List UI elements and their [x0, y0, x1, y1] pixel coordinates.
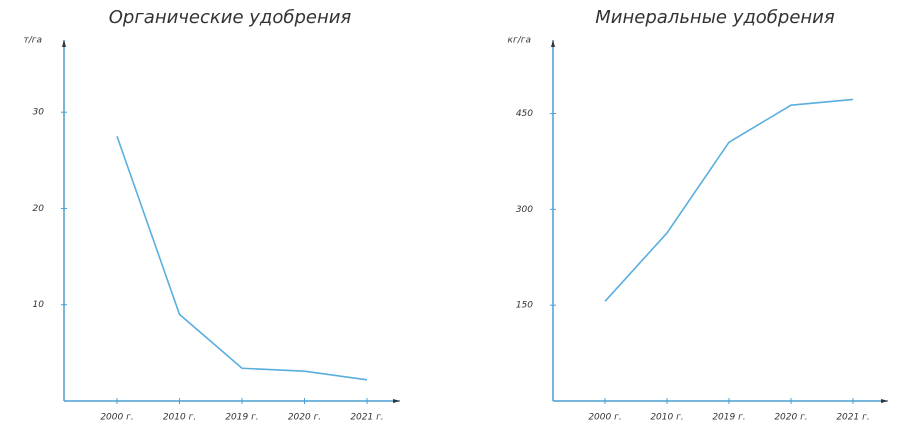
y-tick-label: 30 — [33, 108, 45, 118]
data-line — [604, 98, 854, 302]
x-tick-label: 2021 г. — [836, 413, 869, 423]
x-tick-label: 2020 г. — [774, 413, 807, 423]
y-tick-label: 20 — [33, 204, 45, 214]
y-axis-label: т/га — [23, 36, 42, 46]
x-tick-label: 2019 г. — [712, 413, 745, 423]
x-arrow — [881, 399, 888, 403]
chart-title: Минеральные удобрения — [595, 7, 835, 28]
x-tick-label: 2020 г. — [288, 413, 321, 423]
x-tick-label: 2010 г. — [163, 413, 196, 423]
x-tick-label: 2019 г. — [225, 413, 258, 423]
x-tick-label: 2000 г. — [588, 413, 621, 423]
data-line — [116, 136, 368, 381]
y-axis-label: кг/га — [508, 36, 531, 46]
x-tick-label: 2010 г. — [650, 413, 683, 423]
y-arrow — [551, 40, 555, 47]
y-tick-label: 450 — [516, 109, 533, 119]
y-arrow — [62, 40, 66, 47]
x-tick-label: 2021 г. — [350, 413, 383, 423]
y-tick-label: 10 — [33, 300, 45, 310]
x-arrow — [393, 399, 400, 403]
y-tick-label: 150 — [516, 301, 533, 311]
x-tick-label: 2000 г. — [100, 413, 133, 423]
chart-title: Органические удобрения — [109, 7, 352, 28]
y-tick-label: 300 — [516, 205, 533, 215]
